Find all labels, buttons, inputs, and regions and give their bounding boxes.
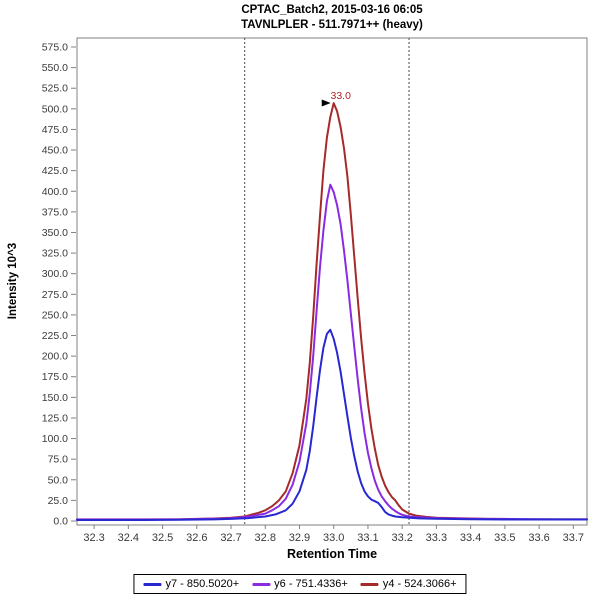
legend-item-y7: y7 - 850.5020+ <box>143 578 239 590</box>
x-tick-label: 32.7 <box>220 532 241 544</box>
y-tick-label: 125.0 <box>42 412 68 424</box>
y-tick-label: 550.0 <box>42 62 68 74</box>
series-line-y7[interactable] <box>76 328 588 521</box>
y-tick-label: 500.0 <box>42 103 68 115</box>
x-tick-label: 33.7 <box>563 532 584 544</box>
y-tick-label: 400.0 <box>42 186 68 198</box>
x-axis-title: Retention Time <box>286 547 378 561</box>
y-tick-label: 75.0 <box>48 454 69 466</box>
y-tick-label: 25.0 <box>48 495 69 507</box>
y-tick-label: 250.0 <box>42 309 68 321</box>
x-tick-label: 32.6 <box>186 532 207 544</box>
y-tick-label: 450.0 <box>42 145 68 157</box>
y-tick-label: 225.0 <box>42 330 68 342</box>
y-tick-label: 275.0 <box>42 289 68 301</box>
x-tick-label: 32.3 <box>83 532 104 544</box>
x-tick-label: 33.4 <box>460 532 481 544</box>
y-tick-label: 325.0 <box>42 248 68 260</box>
legend-label-y6: y6 - 751.4336+ <box>274 578 348 590</box>
y-tick-label: 0.0 <box>53 516 68 528</box>
y-tick-label: 200.0 <box>42 351 68 363</box>
plot-border <box>76 37 588 526</box>
y-tick-label: 525.0 <box>42 83 68 95</box>
x-tick-label: 33.6 <box>528 532 549 544</box>
legend-line-y4 <box>360 582 379 586</box>
x-tick-label: 32.9 <box>289 532 310 544</box>
x-tick-label: 32.4 <box>118 532 139 544</box>
y-tick-label: 350.0 <box>42 227 68 239</box>
legend-line-y7 <box>143 582 162 586</box>
y-tick-label: 300.0 <box>42 268 68 280</box>
chart-subtitle: TAVNLPLER - 511.7971++ (heavy) <box>241 18 423 31</box>
legend-line-y6 <box>252 582 271 586</box>
legend-label-y4: y4 - 524.3066+ <box>382 578 457 590</box>
y-tick-label: 575.0 <box>42 42 68 54</box>
chart-title: CPTAC_Batch2, 2015-03-16 06:05 <box>241 4 423 16</box>
y-axis-title: Intensity 10^3 <box>7 242 19 320</box>
y-tick-label: 150.0 <box>42 392 68 404</box>
x-tick-label: 33.2 <box>391 532 412 544</box>
peak-annotation-label[interactable]: 33.0 <box>330 90 351 102</box>
peak-arrow-icon[interactable] <box>321 99 331 107</box>
series-line-y6[interactable] <box>76 183 588 521</box>
legend-item-y4: y4 - 524.3066+ <box>360 578 457 590</box>
x-tick-label: 33.5 <box>494 532 515 544</box>
y-tick-label: 175.0 <box>42 371 68 383</box>
y-tick-label: 425.0 <box>42 165 68 177</box>
legend-label-y7: y7 - 850.5020+ <box>165 578 240 590</box>
chart-titles: CPTAC_Batch2, 2015-03-16 06:05 TAVNLPLER… <box>77 3 587 33</box>
legend: y7 - 850.5020+ y6 - 751.4336+ y4 - 524.3… <box>133 574 467 594</box>
y-tick-label: 375.0 <box>42 206 68 218</box>
x-tick-label: 33.1 <box>357 532 378 544</box>
legend-item-y6: y6 - 751.4336+ <box>252 578 348 590</box>
x-tick-label: 32.8 <box>255 532 276 544</box>
x-tick-label: 32.5 <box>152 532 173 544</box>
y-tick-label: 50.0 <box>48 474 69 486</box>
y-tick-label: 100.0 <box>42 433 68 445</box>
x-tick-label: 33.3 <box>426 532 447 544</box>
y-tick-label: 475.0 <box>42 124 68 136</box>
x-tick-label: 33.0 <box>323 532 344 544</box>
